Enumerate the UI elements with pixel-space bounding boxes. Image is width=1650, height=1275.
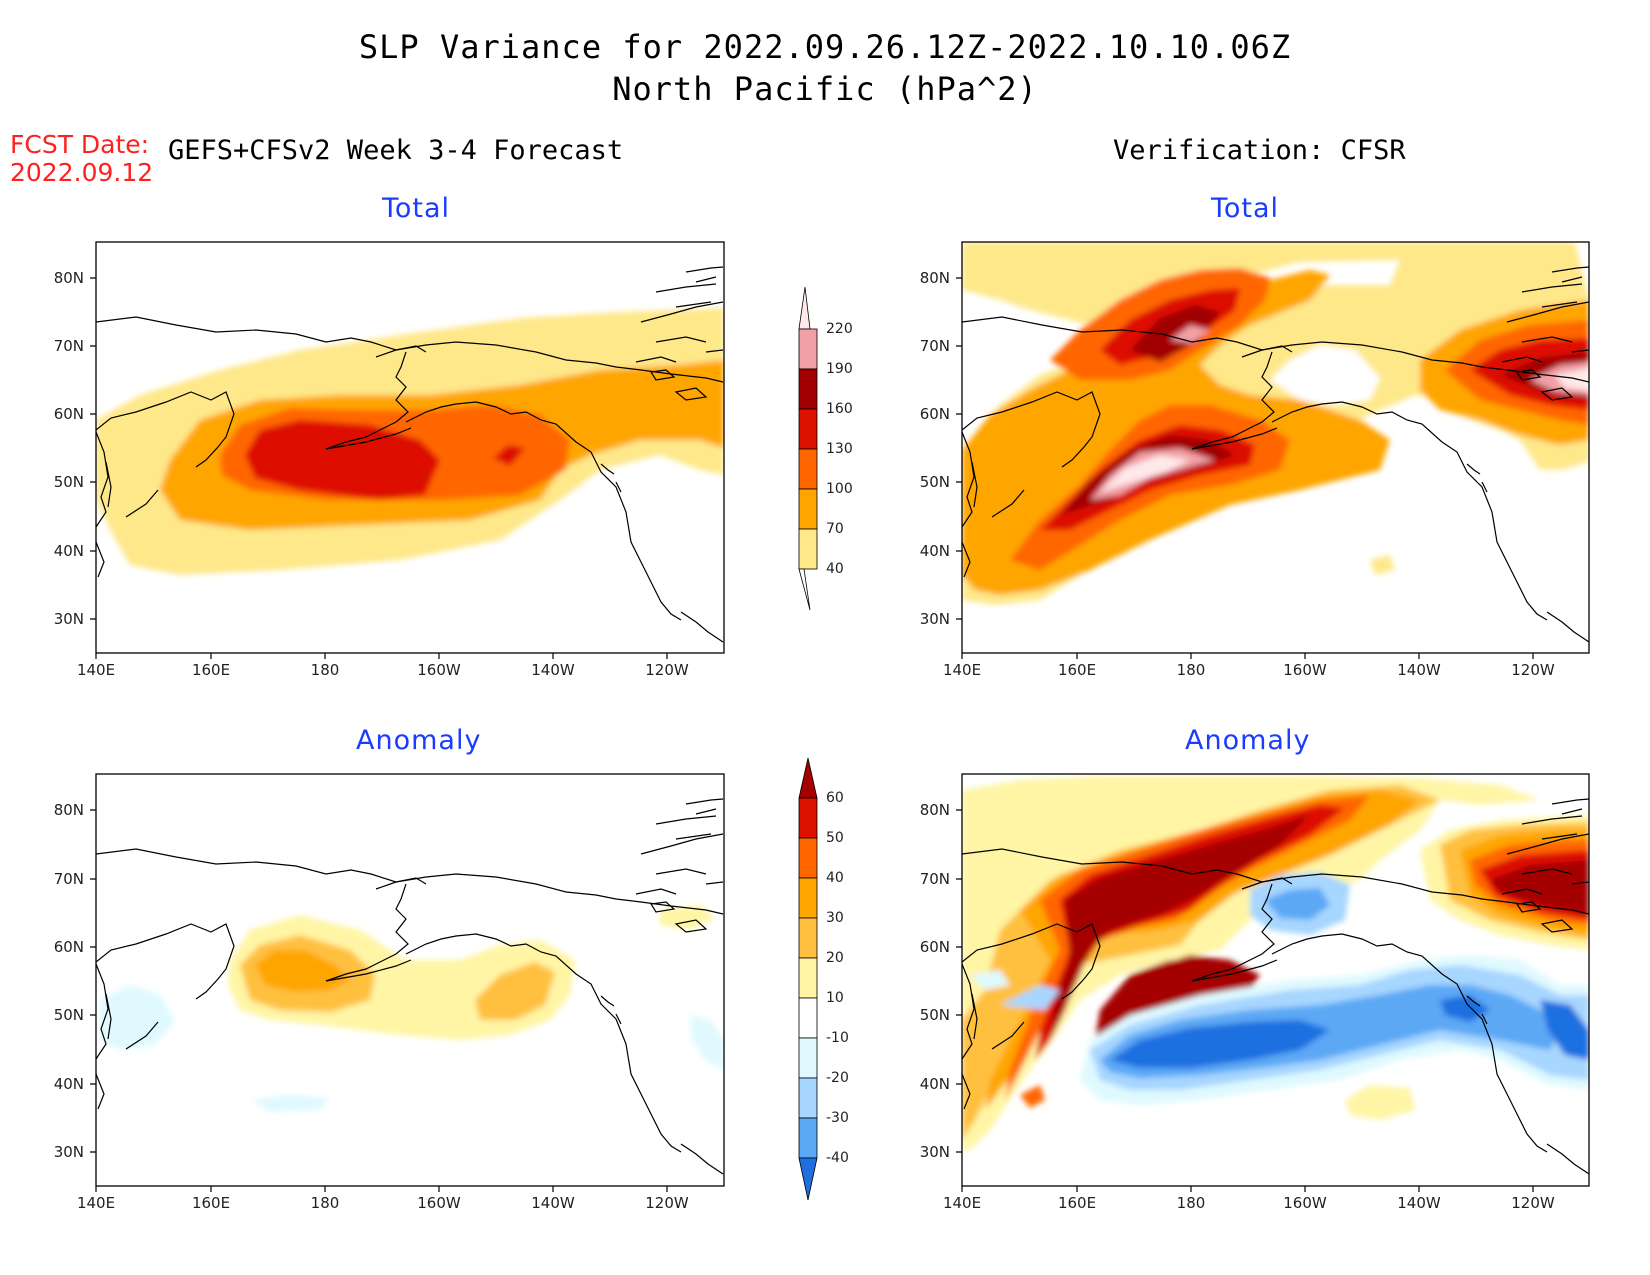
lon-label: 180: [1177, 1194, 1206, 1212]
fcst-date-value: 2022.09.12: [10, 158, 154, 187]
colorbar-total-labels: 220 190 160 130 100 70 40: [826, 321, 853, 577]
lat-labels-forecast-anomaly: 80N 70N 60N 50N 40N 30N: [54, 801, 84, 1161]
lon-label: 160W: [1283, 1194, 1327, 1212]
lat-label: 70N: [920, 337, 950, 355]
lat-label: 40N: [54, 1075, 84, 1093]
panel-title-verification-anomaly: Anomaly: [1185, 725, 1311, 756]
lon-label: 120W: [1511, 661, 1555, 679]
lat-label: 40N: [920, 1075, 950, 1093]
panel-title-verification-total: Total: [1211, 193, 1280, 224]
lon-label: 160W: [1283, 661, 1327, 679]
colorbar-anomaly: [798, 757, 818, 1201]
lon-label: 140E: [77, 661, 115, 679]
lat-label: 80N: [920, 269, 950, 287]
lon-label: 160W: [417, 661, 461, 679]
colorbar-label: 50: [826, 830, 844, 846]
lon-label: 140W: [531, 661, 575, 679]
lat-label: 70N: [54, 337, 84, 355]
lat-label: 50N: [54, 1006, 84, 1024]
lat-label: 30N: [920, 610, 950, 628]
lat-label: 50N: [920, 1006, 950, 1024]
colorbar-label: 40: [826, 561, 844, 577]
lon-label: 160E: [192, 661, 230, 679]
colorbar-label: 130: [826, 441, 853, 457]
verification-anomaly-map: [961, 773, 1590, 1187]
colorbar-label: 160: [826, 401, 853, 417]
lon-labels-forecast-total: 140E 160E 180 160W 140W 120W: [77, 661, 689, 679]
colorbar-label: 40: [826, 870, 844, 886]
lat-label: 40N: [54, 542, 84, 560]
colorbar-label: 190: [826, 361, 853, 377]
colorbar-label: 60: [826, 790, 844, 806]
lat-label: 30N: [920, 1143, 950, 1161]
lat-label: 30N: [54, 1143, 84, 1161]
lat-label: 40N: [920, 542, 950, 560]
lon-label: 160W: [417, 1194, 461, 1212]
colorbar-anomaly-labels: 60 50 40 30 20 10 -10 -20 -30 -40: [826, 790, 849, 1166]
lat-label: 30N: [54, 610, 84, 628]
colorbar-label: -20: [826, 1070, 849, 1086]
colorbar-label: 100: [826, 481, 853, 497]
colorbar-label: 20: [826, 950, 844, 966]
colorbar-label: -10: [826, 1030, 849, 1046]
lon-label: 160E: [192, 1194, 230, 1212]
lon-label: 160E: [1058, 661, 1096, 679]
lat-label: 60N: [54, 938, 84, 956]
lon-label: 140E: [77, 1194, 115, 1212]
lat-label: 80N: [54, 801, 84, 819]
lon-label: 120W: [645, 661, 689, 679]
lat-label: 70N: [54, 870, 84, 888]
colorbar-label: 70: [826, 521, 844, 537]
lon-label: 180: [1177, 661, 1206, 679]
colorbar-label: -40: [826, 1150, 849, 1166]
colorbar-label: 220: [826, 321, 853, 337]
lon-label: 140E: [943, 661, 981, 679]
lon-label: 180: [311, 661, 340, 679]
panel-title-forecast-anomaly: Anomaly: [356, 725, 482, 756]
axis-ticks: [90, 277, 1534, 1192]
lon-labels-forecast-anomaly: 140E 160E 180 160W 140W 120W: [77, 1194, 689, 1212]
forecast-total-map: [95, 241, 725, 654]
lat-label: 50N: [54, 473, 84, 491]
verification-total-map: [961, 241, 1590, 654]
lat-label: 80N: [920, 801, 950, 819]
colorbar-label: 10: [826, 990, 844, 1006]
lat-label: 60N: [920, 405, 950, 423]
colorbar-total: [798, 286, 818, 611]
lon-label: 180: [311, 1194, 340, 1212]
forecast-anomaly-map: [95, 773, 725, 1187]
lon-label: 160E: [1058, 1194, 1096, 1212]
lat-labels-forecast-total: 80N 70N 60N 50N 40N 30N: [54, 269, 84, 628]
forecast-header: GEFS+CFSv2 Week 3-4 Forecast: [168, 135, 624, 166]
lon-labels-verification-anomaly: 140E 160E 180 160W 140W 120W: [943, 1194, 1555, 1212]
lon-label: 140W: [1397, 661, 1441, 679]
lat-label: 80N: [54, 269, 84, 287]
lon-label: 140E: [943, 1194, 981, 1212]
lon-labels-verification-total: 140E 160E 180 160W 140W 120W: [943, 661, 1555, 679]
lon-label: 140W: [531, 1194, 575, 1212]
lat-labels-verification-anomaly: 80N 70N 60N 50N 40N 30N: [920, 801, 950, 1161]
lat-label: 60N: [54, 405, 84, 423]
colorbar-label: -30: [826, 1110, 849, 1126]
verification-header: Verification: CFSR: [1113, 135, 1406, 166]
fcst-date-label: FCST Date:: [10, 130, 150, 159]
lon-label: 120W: [645, 1194, 689, 1212]
lat-label: 50N: [920, 473, 950, 491]
lat-label: 60N: [920, 938, 950, 956]
lon-label: 120W: [1511, 1194, 1555, 1212]
figure-title-line1: SLP Variance for 2022.09.26.12Z-2022.10.…: [358, 28, 1292, 66]
lat-labels-verification-total: 80N 70N 60N 50N 40N 30N: [920, 269, 950, 628]
figure-title-line2: North Pacific (hPa^2): [612, 70, 1038, 108]
colorbar-label: 30: [826, 910, 844, 926]
lon-label: 140W: [1397, 1194, 1441, 1212]
lat-label: 70N: [920, 870, 950, 888]
panel-title-forecast-total: Total: [382, 193, 451, 224]
